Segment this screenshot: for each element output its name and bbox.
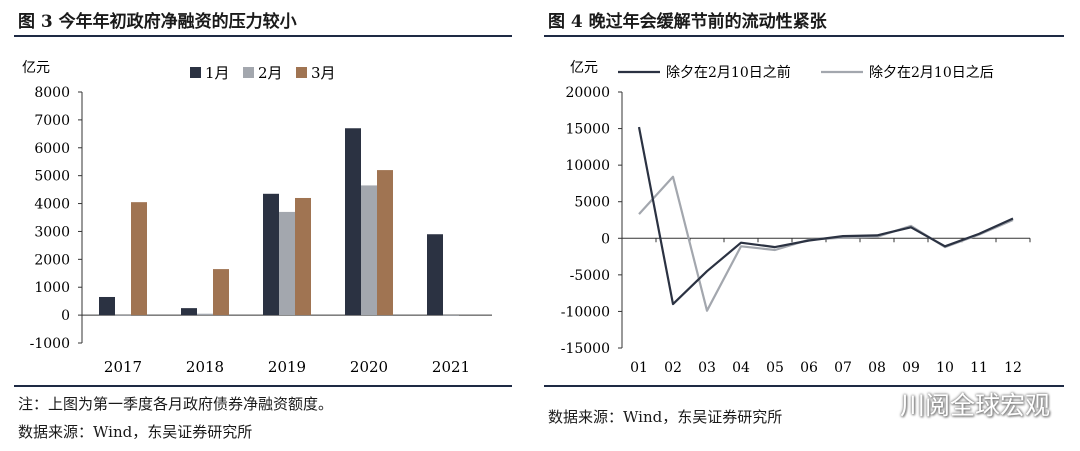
- x-tick-label: 09: [902, 360, 920, 376]
- x-tick-label: 01: [630, 360, 648, 376]
- bar-1月: [427, 234, 443, 316]
- bar-3月: [377, 170, 393, 316]
- right-chart-title: 图 4 晚过年会缓解节前的流动性紧张: [548, 12, 827, 32]
- left-bottom-rule: [14, 385, 512, 387]
- y-tick-label: 2000: [34, 252, 70, 268]
- y-tick-label: 5000: [34, 169, 70, 185]
- x-tick-label: 2021: [432, 358, 470, 376]
- x-tick-label: 11: [970, 360, 988, 376]
- right-title-rule: [544, 35, 1064, 37]
- x-tick-label: 03: [698, 360, 716, 376]
- legend-label: 3月: [311, 64, 336, 82]
- y-tick-label: 3000: [34, 224, 70, 240]
- y-tick-label: 6000: [34, 141, 70, 157]
- y-tick-label: 0: [601, 231, 610, 247]
- y-tick-label: -10000: [561, 304, 610, 320]
- y-tick-label: 0: [61, 308, 70, 324]
- bar-2月: [279, 211, 295, 316]
- left-chart-title: 图 3 今年年初政府净融资的压力较小: [18, 12, 297, 32]
- x-tick-label: 2019: [268, 358, 306, 376]
- legend-swatch: [190, 67, 201, 78]
- left-source: 数据来源：Wind，东吴证券研究所: [18, 423, 253, 441]
- bar-chart: -1000 0 1000 2000 3000 4000 5000 6000 7000 8000 亿元…: [22, 60, 492, 376]
- x-tick-label: 05: [766, 360, 784, 376]
- x-tick-label: 02: [664, 360, 682, 376]
- x-tick-label: 12: [1004, 360, 1022, 376]
- bar-2月: [115, 315, 131, 316]
- y-tick-label: 15000: [565, 122, 610, 138]
- legend-label: 1月: [205, 64, 230, 82]
- bar-3月: [213, 269, 229, 316]
- line-chart: -15000 -10000 -5000 0 5000 10000 15000 20000 亿元 0…: [561, 60, 1031, 376]
- legend-swatch: [296, 67, 307, 78]
- x-tick-label: 06: [800, 360, 818, 376]
- bar-1月: [263, 193, 279, 316]
- legend-label: 除夕在2月10日之后: [869, 65, 994, 81]
- y-tick-label: 20000: [565, 85, 610, 101]
- bar-3月: [131, 202, 147, 316]
- legend-label: 除夕在2月10日之前: [666, 64, 791, 81]
- left-title-rule: [14, 35, 512, 37]
- bar-2月: [443, 315, 459, 316]
- series-line-除夕在2月10日之后: [638, 175, 1014, 312]
- bar-1月: [99, 296, 115, 316]
- y-tick-label: -5000: [570, 268, 610, 284]
- bar-2月: [361, 185, 377, 316]
- y-tick-label: 8000: [34, 85, 70, 101]
- legend-label: 2月: [258, 64, 283, 82]
- y-tick-label: 10000: [565, 158, 610, 174]
- left-note: 注：上图为第一季度各月政府债券净融资额度。: [18, 395, 334, 413]
- y-axis-unit: 亿元: [22, 60, 50, 76]
- x-tick-label: 2017: [104, 358, 142, 376]
- bar-1月: [181, 308, 197, 316]
- y-tick-label: 7000: [34, 113, 70, 129]
- y-tick-label: -15000: [561, 341, 610, 357]
- bar-1月: [345, 128, 361, 316]
- x-tick-label: 2020: [350, 358, 388, 376]
- bar-2月: [197, 313, 213, 316]
- right-bottom-rule: [544, 385, 1064, 387]
- y-tick-label: 1000: [34, 280, 70, 296]
- x-tick-label: 04: [732, 360, 750, 376]
- x-tick-label: 08: [868, 360, 886, 376]
- watermark-text: 川阅全球宏观: [899, 391, 1050, 420]
- y-tick-label: 4000: [34, 197, 70, 213]
- legend-swatch: [243, 67, 254, 78]
- y-tick-label: 5000: [574, 195, 610, 211]
- y-tick-label: -1000: [30, 336, 70, 352]
- series-line-除夕在2月10日之前: [637, 126, 1014, 306]
- y-axis-unit: 亿元: [570, 60, 598, 76]
- x-tick-label: 2018: [186, 358, 224, 376]
- right-source: 数据来源：Wind，东吴证券研究所: [548, 408, 783, 426]
- x-tick-label: 07: [834, 360, 852, 376]
- x-tick-label: 10: [936, 360, 954, 376]
- bar-3月: [295, 197, 311, 316]
